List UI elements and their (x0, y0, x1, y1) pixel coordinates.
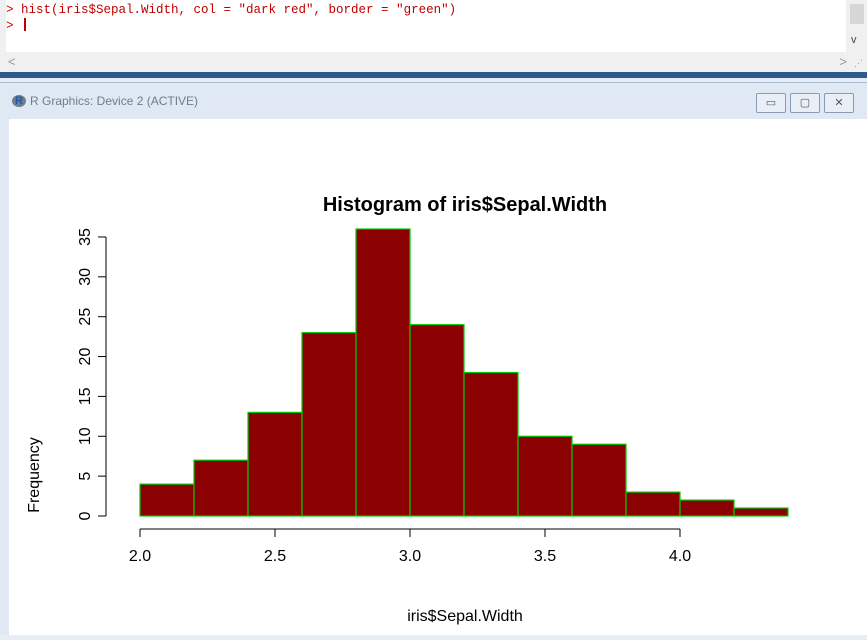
histogram-bar-7 (517, 435, 573, 517)
x-tick-label-4: 4.0 (669, 548, 691, 565)
console-line-command: > hist(iris$Sepal.Width, col = "dark red… (6, 3, 457, 17)
y-tick-label-7: 35 (77, 228, 94, 246)
bars-group (139, 228, 789, 517)
window-divider (0, 72, 867, 78)
histogram-bar-0 (139, 483, 195, 517)
x-axis-label: iris$Sepal.Width (407, 608, 523, 625)
chart-title: Histogram of iris$Sepal.Width (323, 194, 607, 216)
scroll-down-icon[interactable]: v (851, 34, 857, 46)
x-tick-label-3: 3.5 (534, 548, 556, 565)
x-axis: 2.0 2.5 3.0 3.5 4.0 (129, 528, 691, 565)
scroll-right-icon[interactable]: > (839, 54, 847, 69)
y-tick-label-4: 20 (77, 348, 94, 366)
graphics-window-title: R Graphics: Device 2 (ACTIVE) (30, 94, 199, 108)
x-tick-label-2: 3.0 (399, 548, 421, 565)
histogram-bar-1 (193, 459, 249, 517)
y-tick-label-3: 15 (77, 387, 94, 405)
histogram-bar-10 (679, 499, 735, 517)
console-output[interactable]: > hist(iris$Sepal.Width, col = "dark red… (6, 0, 846, 54)
text-cursor (24, 18, 27, 31)
vertical-scrollbar[interactable]: v (847, 0, 867, 52)
resize-grip-icon[interactable]: ⋰ (854, 58, 863, 68)
console-line-prompt: > (6, 18, 846, 34)
plot-area: Histogram of iris$Sepal.Width iris$Sepal… (9, 119, 867, 635)
histogram-bar-9 (625, 491, 681, 517)
horizontal-scrollbar[interactable]: < > ⋰ (0, 52, 867, 72)
close-button[interactable]: ✕ (824, 93, 854, 113)
scrollbar-thumb[interactable] (850, 4, 864, 24)
x-tick-label-1: 2.5 (264, 548, 286, 565)
histogram-bar-4 (355, 228, 411, 517)
graphics-titlebar[interactable]: R R Graphics: Device 2 (ACTIVE) ▭ ▢ ✕ (0, 83, 867, 119)
y-tick-label-1: 5 (77, 472, 94, 481)
y-tick-label-6: 30 (77, 268, 94, 286)
y-tick-label-2: 10 (77, 427, 94, 445)
histogram-bar-5 (409, 324, 465, 517)
graphics-window: R R Graphics: Device 2 (ACTIVE) ▭ ▢ ✕ Hi… (0, 82, 867, 635)
scroll-left-icon[interactable]: < (8, 54, 16, 69)
x-tick-label-0: 2.0 (129, 548, 151, 565)
y-axis: 0 5 10 15 20 25 30 35 (77, 228, 107, 520)
minimize-button[interactable]: ▭ (756, 93, 786, 113)
y-tick-label-5: 25 (77, 308, 94, 326)
r-logo-icon: R (12, 95, 26, 107)
histogram-bar-2 (247, 411, 303, 517)
histogram-bar-8 (571, 443, 627, 517)
y-axis-label: Frequency (26, 437, 43, 513)
histogram-chart: Histogram of iris$Sepal.Width iris$Sepal… (26, 194, 789, 625)
console-panel: > hist(iris$Sepal.Width, col = "dark red… (0, 0, 867, 78)
maximize-button[interactable]: ▢ (790, 93, 820, 113)
histogram-bar-6 (463, 371, 519, 517)
y-tick-label-0: 0 (77, 511, 94, 520)
histogram-bar-3 (301, 332, 357, 517)
histogram-bar-11 (733, 507, 789, 517)
prompt-text: > (6, 19, 22, 33)
